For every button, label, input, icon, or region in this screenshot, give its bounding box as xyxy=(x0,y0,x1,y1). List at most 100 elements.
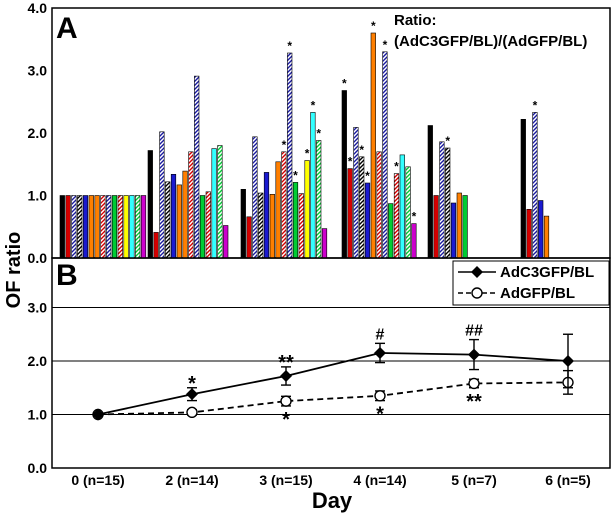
bar-day0-s10 xyxy=(111,195,118,259)
panel-a-y-tick-label: 4.0 xyxy=(28,0,48,16)
bar-day2-s2 xyxy=(153,232,159,259)
panel-b-series xyxy=(92,333,574,421)
bar-day2-s4 xyxy=(165,181,171,259)
panel-b-significance-mark: * xyxy=(188,373,196,395)
panel-b-significance-mark: * xyxy=(376,404,384,426)
panel-a-significance-mark: * xyxy=(383,38,388,52)
panel-b-annotations: ***# ##* *** xyxy=(188,323,483,431)
bar-day3-s2 xyxy=(246,216,252,259)
bar-day4-s4 xyxy=(359,156,365,259)
panel-a-title: Ratio: xyxy=(394,12,437,29)
legend-diamond-marker xyxy=(471,266,483,278)
point-adgfp xyxy=(280,395,292,407)
bar-day5-s4 xyxy=(445,147,451,259)
bar-day2-s3 xyxy=(159,131,165,259)
legend-circle-marker xyxy=(471,287,483,299)
bar-day3-s10 xyxy=(292,182,299,259)
bar-day6-s6 xyxy=(543,215,550,259)
bar-day3-s12 xyxy=(304,160,310,259)
bar-day0-s11 xyxy=(117,195,123,259)
panel-b-x-tick-label: 5 (n=7) xyxy=(451,472,497,488)
bar-day3-s6 xyxy=(269,194,275,259)
panel-b-x-axis: 0 (n=15) 2 (n=14) 3 (n=15) 4 (n=14) 5 (n=7) 6… xyxy=(71,472,590,488)
bar-day3-s8 xyxy=(281,151,287,259)
bar-day2-s10 xyxy=(199,195,206,259)
panel-a-significance-mark: * xyxy=(371,19,376,33)
panel-b-significance-mark: ## xyxy=(465,323,483,340)
panel-b-y-tick-label: 2.0 xyxy=(28,353,48,369)
panel-a-y-axis: 0.0 1.0 2.0 3.0 4.0 xyxy=(28,0,48,266)
bar-day4-s2 xyxy=(347,168,353,259)
point-adc3gfp xyxy=(186,388,198,401)
panel-b-x-tick-label: 0 (n=15) xyxy=(71,472,124,488)
bar-day4-s14 xyxy=(405,166,411,259)
panel-a-y-tick-label: 1.0 xyxy=(28,188,48,204)
panel-b-y-tick-label: 1.0 xyxy=(28,407,48,423)
panel-b-x-tick-label: 3 (n=15) xyxy=(259,472,312,488)
panel-a-significance-mark: * xyxy=(348,155,353,169)
series-line-adc3gfp xyxy=(97,352,569,416)
bar-day2-s9 xyxy=(194,75,200,259)
panel-a-y-tick-label: 0.0 xyxy=(28,250,48,266)
legend-label-adgfp: AdGFP/BL xyxy=(500,285,575,302)
bar-day3-s9 xyxy=(287,52,293,259)
panel-a-significance-mark: * xyxy=(394,160,399,174)
bar-day4-s3 xyxy=(353,127,359,259)
panel-a-significance-mark: * xyxy=(412,210,417,224)
bar-day4-s1 xyxy=(341,90,347,259)
panel-b-y-axis: 0.0 1.0 2.0 3.0 xyxy=(28,300,48,477)
bar-day0-s2 xyxy=(65,195,71,259)
bar-day2-s13 xyxy=(211,148,217,259)
point-adc3gfp xyxy=(92,408,104,421)
panel-a-significance-mark: * xyxy=(445,134,450,148)
bar-day6-s5 xyxy=(538,200,544,259)
bar-day5-s1 xyxy=(427,125,433,259)
bar-day3-s5 xyxy=(263,172,270,259)
panel-a-significance-mark: * xyxy=(305,147,310,161)
panel-b-significance-mark: ** xyxy=(466,391,482,413)
panel-a-significance-mark: * xyxy=(365,169,370,183)
point-adc3gfp xyxy=(280,369,292,382)
panel-b-significance-mark: ** xyxy=(278,352,294,374)
point-adc3gfp xyxy=(562,355,574,367)
bar-day0-s9 xyxy=(106,195,112,259)
bar-day6-s3 xyxy=(532,112,538,259)
point-adc3gfp xyxy=(468,348,480,361)
panel-a-significance-mark: * xyxy=(533,98,538,112)
point-adgfp xyxy=(374,390,386,402)
bar-day0-s4 xyxy=(77,195,83,259)
point-adc3gfp xyxy=(374,346,386,359)
panel-a-significance-mark: * xyxy=(311,98,316,112)
bar-day4-s9 xyxy=(382,51,388,259)
bar-day0-s7 xyxy=(94,195,100,259)
panel-a-y-tick-label: 3.0 xyxy=(28,63,48,79)
bar-day2-s15 xyxy=(223,225,229,259)
bar-day2-s8 xyxy=(188,151,194,259)
bar-day0-s3 xyxy=(71,195,77,259)
panel-b-significance-mark: # xyxy=(376,326,385,343)
panel-b-x-tick-label: 2 (n=14) xyxy=(165,472,218,488)
bar-day0-s14 xyxy=(135,195,141,259)
panel-b-significance-mark: * xyxy=(282,409,290,431)
bar-day4-s15 xyxy=(411,223,417,259)
bar-day3-s11 xyxy=(298,193,304,259)
bar-day4-s11 xyxy=(393,173,400,259)
legend: AdC3GFP/BL AdGFP/BL xyxy=(452,260,610,306)
bar-day0-s1 xyxy=(59,195,65,259)
bar-day5-s2 xyxy=(433,195,439,259)
bar-day5-s10 xyxy=(462,195,468,259)
bar-day3-s4 xyxy=(258,192,264,259)
panel-b-frame xyxy=(51,257,611,469)
panel-a-significance-mark: * xyxy=(316,127,321,141)
y-axis-label: OF ratio xyxy=(3,232,25,309)
panel-a-y-tick-label: 2.0 xyxy=(28,125,48,141)
bar-day3-s1 xyxy=(240,189,246,259)
panel-a-annotations: **************** xyxy=(282,19,538,224)
panel-b-y-tick-label: 3.0 xyxy=(28,300,48,316)
bar-day4-s10 xyxy=(388,203,394,259)
bar-day3-s13 xyxy=(310,112,316,259)
panel-b-gridlines xyxy=(52,307,610,415)
bar-day2-s11 xyxy=(205,191,211,259)
series-line-adgfp xyxy=(97,381,569,416)
